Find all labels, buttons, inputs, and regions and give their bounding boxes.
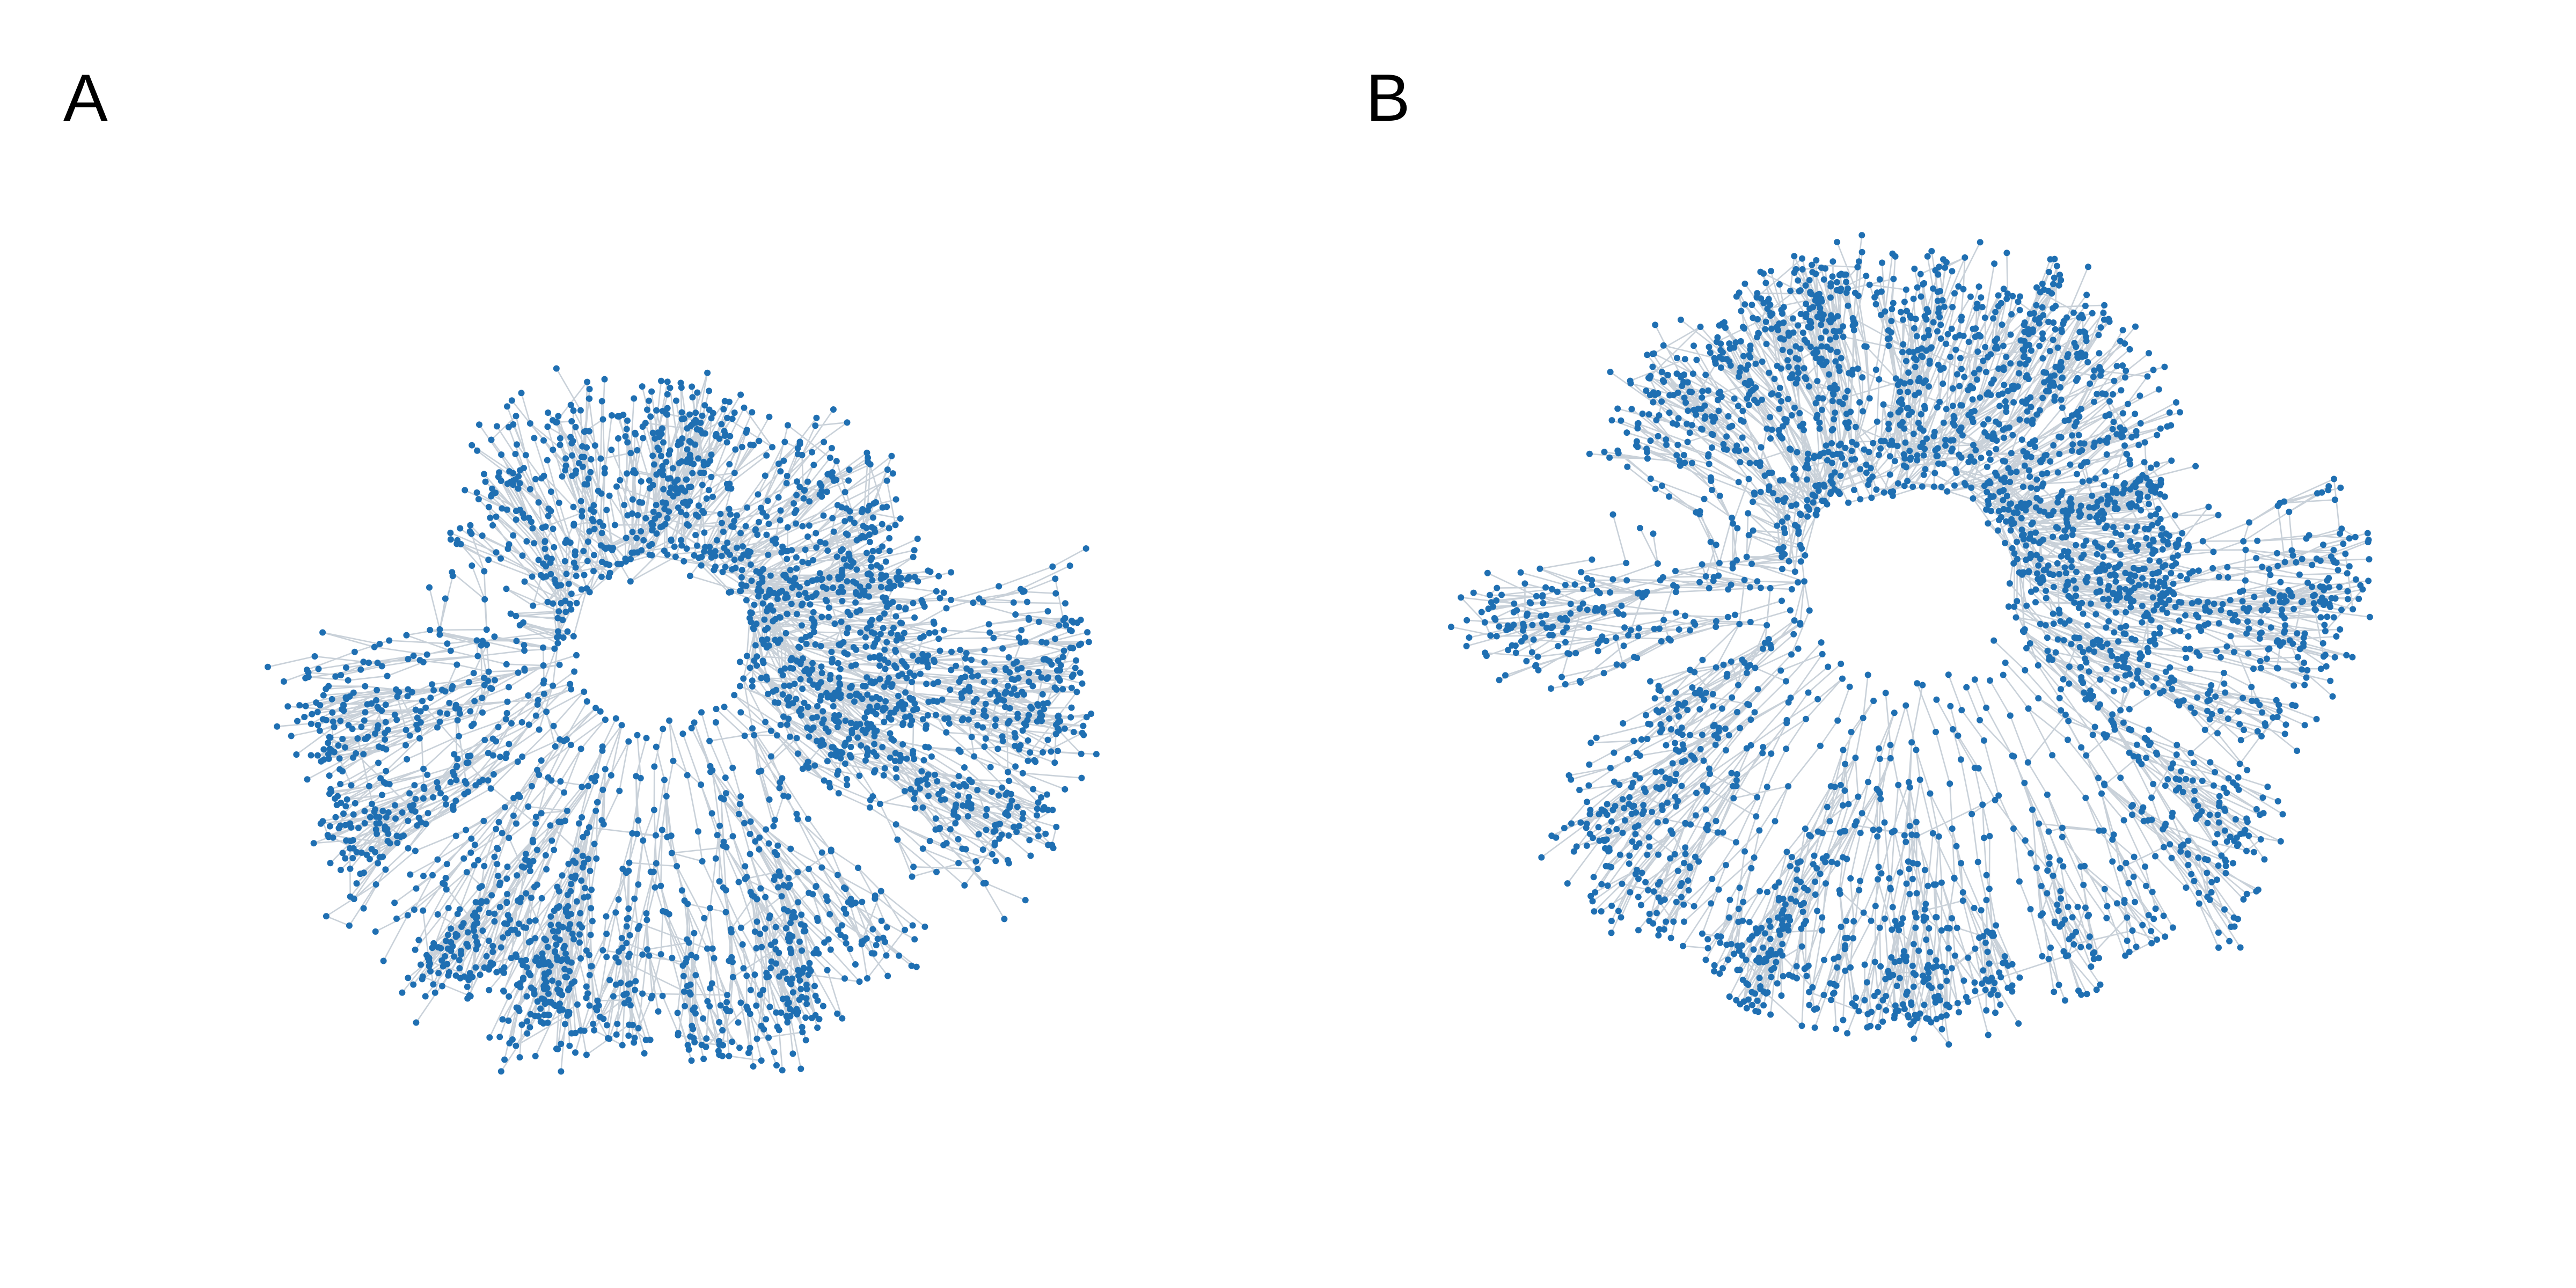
network-a: [265, 365, 1100, 1075]
panel-label: A: [63, 61, 108, 135]
network-b: [1448, 232, 2373, 1048]
panel-label: B: [1366, 61, 1410, 135]
edges: [1451, 235, 2370, 1045]
nodes: [1448, 232, 2373, 1048]
